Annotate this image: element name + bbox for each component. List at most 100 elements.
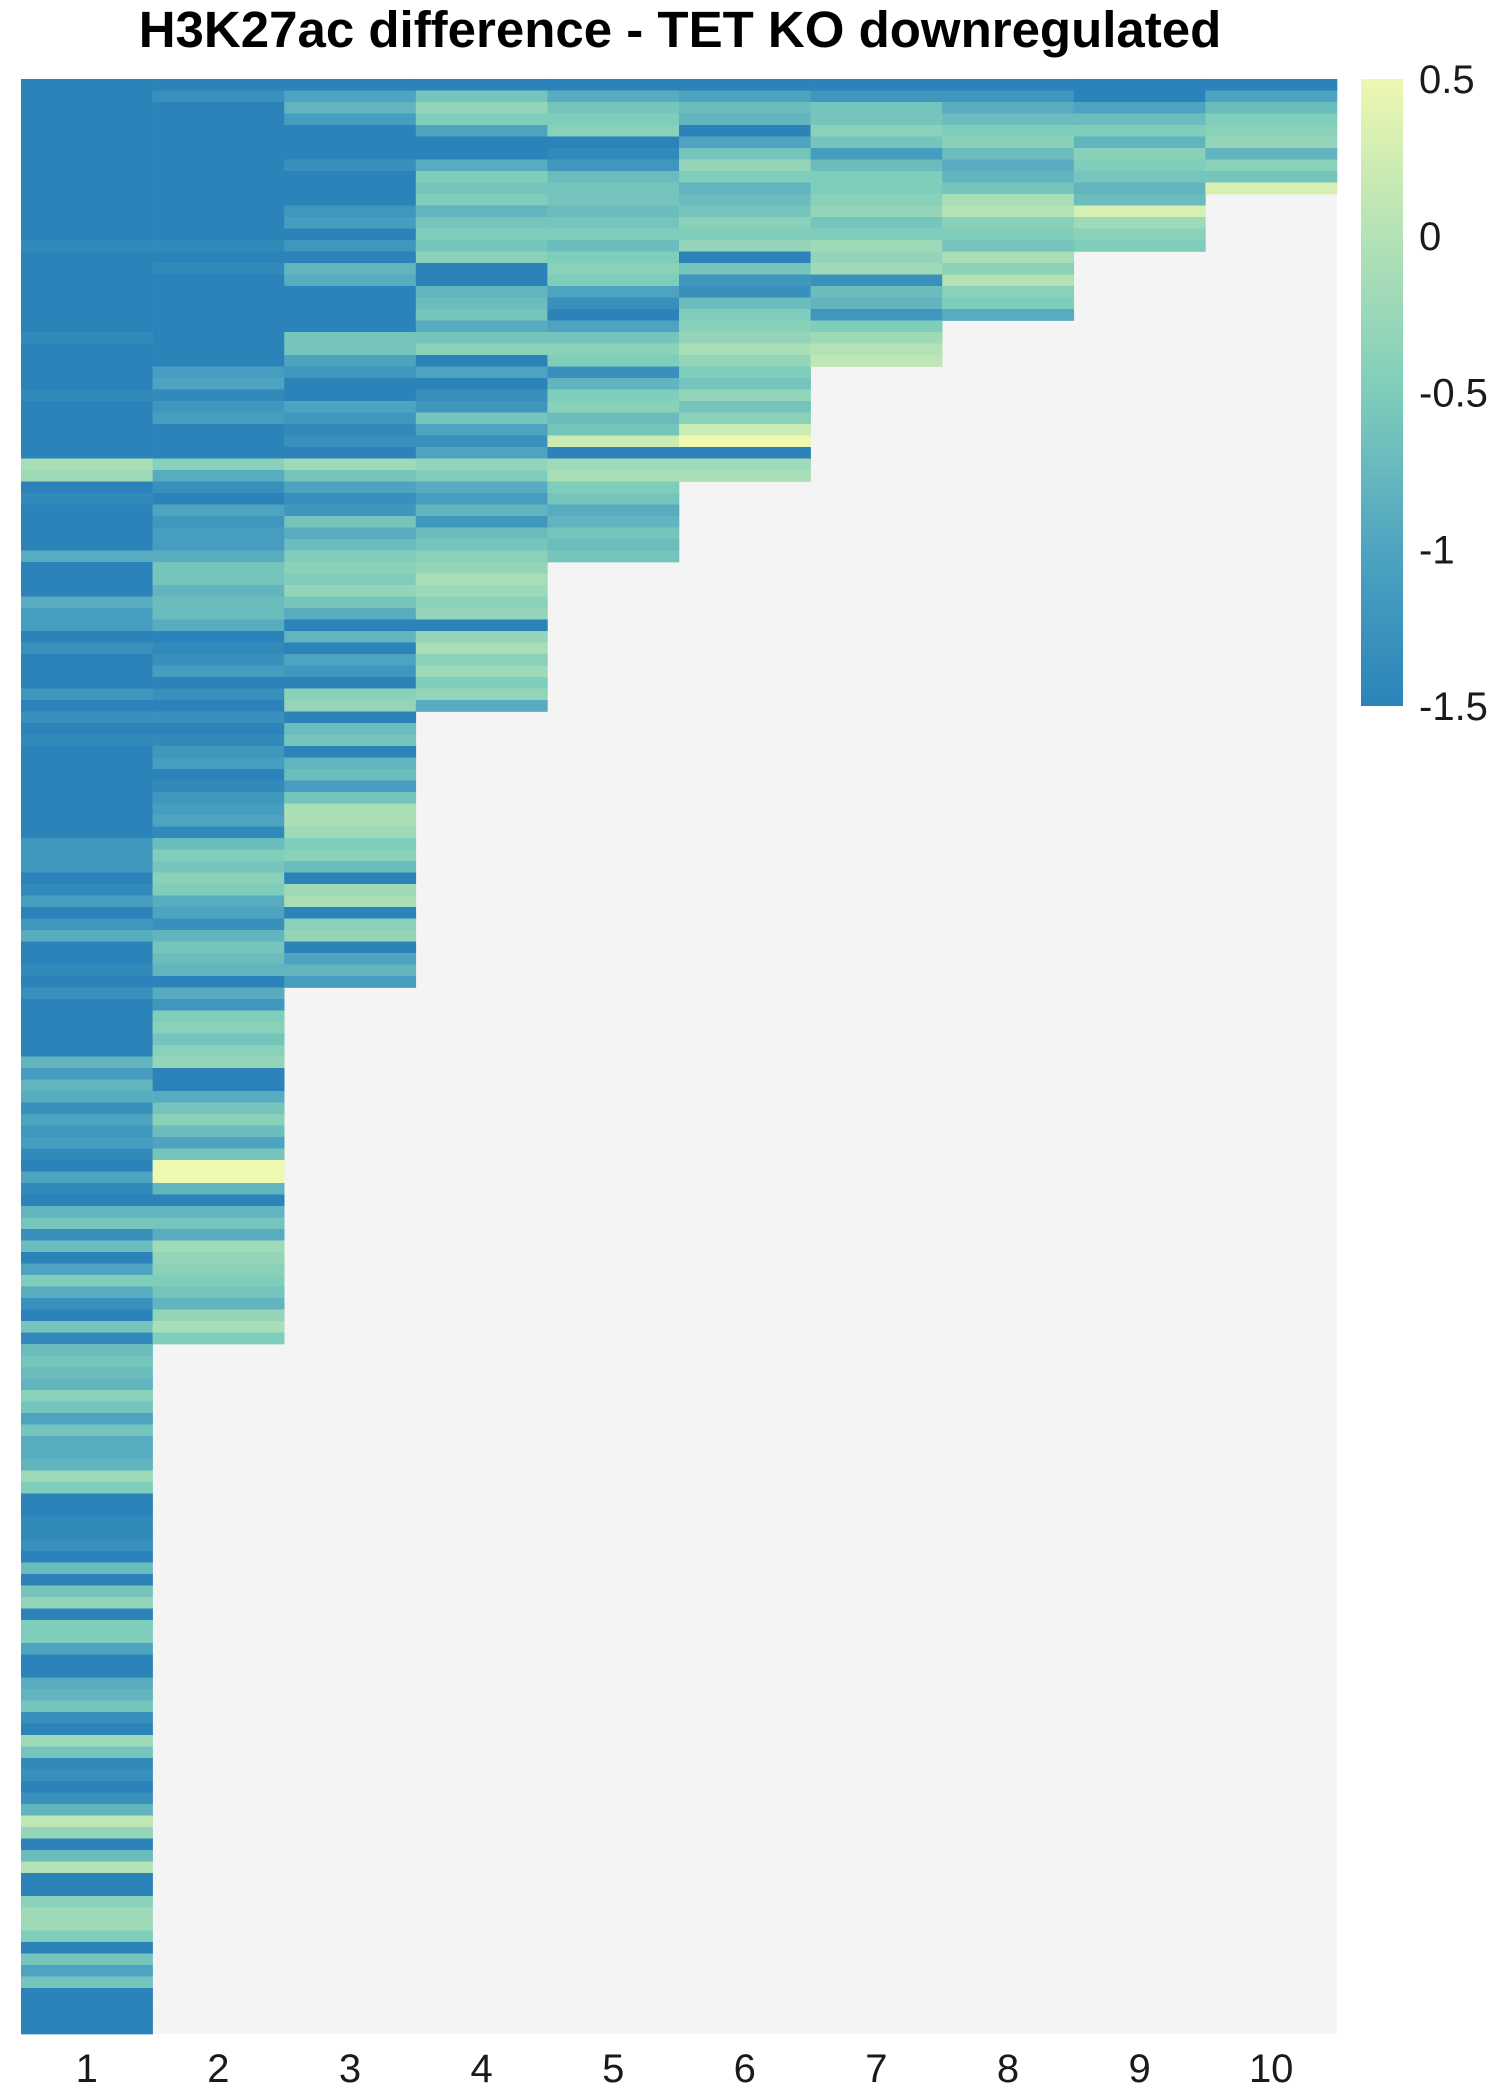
heatmap-cell [21,320,153,333]
heatmap-cell [284,608,417,620]
heatmap-cell [21,1298,153,1310]
heatmap-cell [284,343,417,356]
heatmap-cell [152,1206,285,1218]
heatmap-cell [547,297,680,310]
heatmap-cell [21,1447,153,1460]
heatmap-cell [21,1171,153,1184]
heatmap-cell [1073,240,1206,252]
heatmap-cell [21,2022,153,2035]
heatmap-cell [679,412,811,425]
heatmap-cell [21,1551,153,1563]
heatmap-cell [152,780,285,793]
heatmap-cell [679,355,811,367]
heatmap-cell [152,815,285,827]
heatmap-cell [415,125,548,137]
heatmap-cell [152,343,285,356]
heatmap-cell [21,1712,153,1724]
heatmap-cell [810,309,943,321]
heatmap-cell [152,987,285,1000]
heatmap-cell [152,263,285,275]
heatmap-cell [152,286,285,298]
heatmap-cell [152,194,285,206]
heatmap-cell [415,79,548,91]
heatmap-cell [21,1125,153,1138]
heatmap-cell [284,79,417,91]
heatmap-cell [21,297,153,310]
heatmap-cell [679,194,811,206]
heatmap-cell [152,240,285,252]
heatmap-cell [21,930,153,942]
heatmap-cell [284,803,417,816]
heatmap-cell [152,447,285,459]
heatmap-cell [152,412,285,425]
color-legend: 0.5 0 -0.5 -1 -1.5 [1361,58,1488,729]
heatmap-cell [547,424,680,436]
heatmap-cell [152,1068,285,1080]
heatmap-cell [21,1413,153,1425]
heatmap-cell [152,1298,285,1310]
heatmap-cell [21,240,153,252]
heatmap-cell [152,389,285,402]
heatmap-cell [547,504,680,517]
heatmap-cell [415,274,548,287]
heatmap-cell [21,1010,153,1023]
heatmap-cell [21,263,153,275]
heatmap-cell [21,895,153,908]
heatmap-cell [415,539,548,551]
heatmap-cell [21,1378,153,1391]
heatmap-cell [284,378,417,390]
heatmap-cell [942,274,1075,287]
heatmap-cell [21,1666,153,1678]
heatmap-cell [284,562,417,574]
heatmap-cell [1205,90,1338,103]
heatmap-cell [152,769,285,781]
heatmap-cell [284,654,417,666]
heatmap-cell [284,182,417,195]
heatmap-cell [152,516,285,528]
heatmap-cell [152,251,285,264]
heatmap-cell [284,366,417,379]
heatmap-cell [21,90,153,103]
heatmap-cell [810,297,943,310]
heatmap-cell [21,424,153,436]
heatmap-cell [21,412,153,425]
heatmap-cell [284,125,417,137]
heatmap-cell [152,1229,285,1241]
heatmap-cell [21,1229,153,1241]
heatmap-cell [21,1286,153,1299]
heatmap-cell [810,286,943,298]
heatmap-cell [152,1102,285,1115]
heatmap-cell [415,297,548,310]
x-tick-label: 5 [602,2047,624,2091]
heatmap-cell [284,171,417,183]
heatmap-cell [415,171,548,183]
x-tick-label: 10 [1249,2047,1294,2091]
heatmap-cell [679,320,811,333]
heatmap-cell [152,378,285,390]
heatmap-cell [547,182,680,195]
heatmap-cell [547,550,680,563]
heatmap-cell [21,125,153,137]
heatmap-cell [284,228,417,241]
heatmap-cell [21,1321,153,1333]
heatmap-cell [284,516,417,528]
heatmap-cell [152,1183,285,1195]
heatmap-cell [679,332,811,344]
heatmap-cell [152,148,285,160]
heatmap-cell [21,1367,153,1379]
heatmap-cell [415,159,548,172]
heatmap-cell [284,401,417,413]
heatmap-cell [21,1838,153,1851]
heatmap-cell [21,734,153,747]
heatmap-cell [152,619,285,632]
heatmap-cell [547,136,680,149]
heatmap-cell [21,1401,153,1414]
heatmap-cell [152,849,285,862]
heatmap-cell [415,527,548,540]
heatmap-cell [679,309,811,321]
heatmap-cell [152,1194,285,1207]
chart-title: H3K27ac difference - TET KO downregulate… [139,1,1222,58]
heatmap-cell [415,458,548,471]
heatmap-cell [152,1286,285,1299]
heatmap-cell [152,999,285,1011]
